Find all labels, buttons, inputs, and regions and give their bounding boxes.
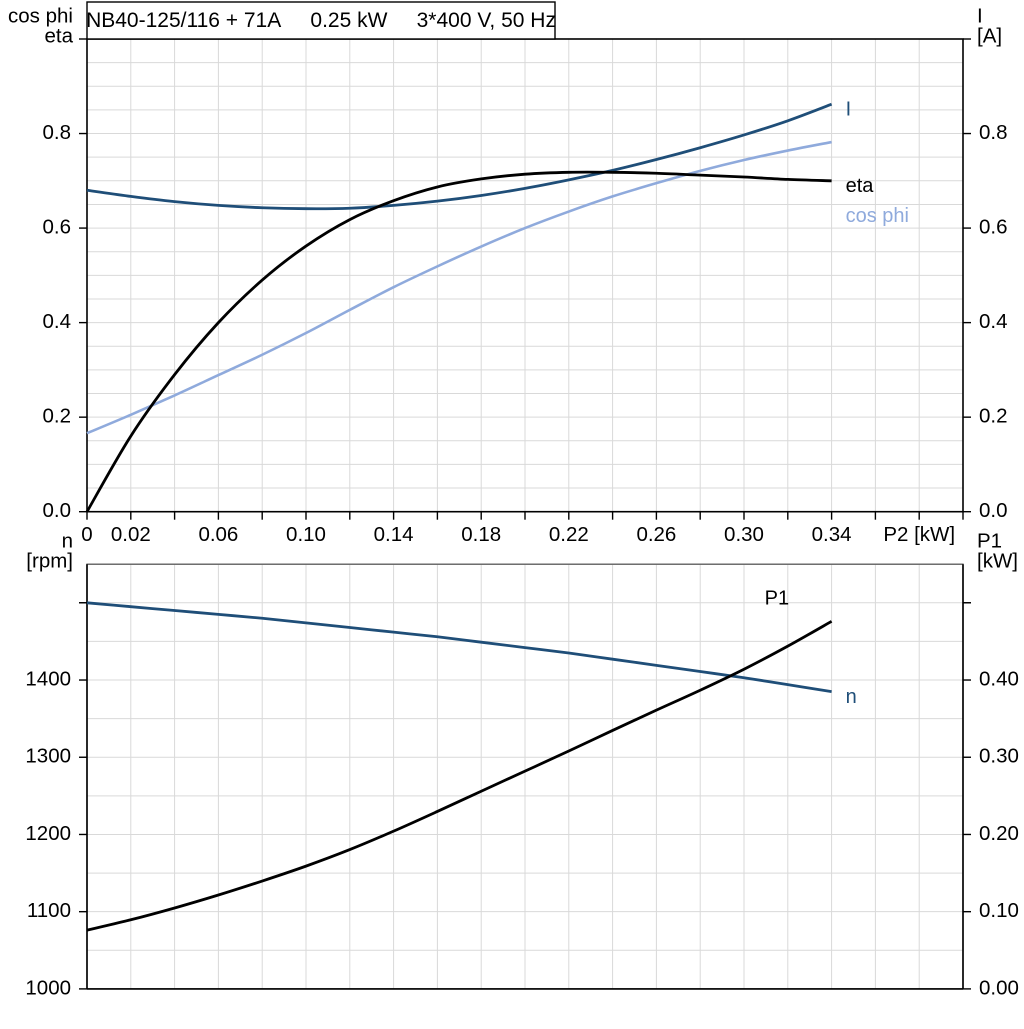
svg-text:0.4: 0.4 [979,310,1008,333]
svg-text:0.10: 0.10 [286,523,326,546]
svg-text:0.6: 0.6 [43,216,72,239]
svg-text:0.0: 0.0 [43,499,72,522]
svg-text:eta: eta [45,24,74,47]
svg-text:[rpm]: [rpm] [26,550,73,573]
svg-text:cos phi: cos phi [846,205,909,227]
svg-text:0.6: 0.6 [979,216,1008,239]
svg-text:0.2: 0.2 [43,405,72,428]
svg-text:0.34: 0.34 [812,523,852,546]
svg-text:0.26: 0.26 [636,523,676,546]
svg-text:P1: P1 [765,588,789,610]
svg-text:0.8: 0.8 [979,121,1008,144]
svg-text:1200: 1200 [25,822,71,845]
svg-text:0.00: 0.00 [979,976,1019,999]
svg-text:NB40-125/116 + 71A 0.25 kW: NB40-125/116 + 71A 0.25 kW 3*400 V, 50 H… [86,9,556,32]
svg-text:0.10: 0.10 [979,899,1019,922]
svg-text:0.8: 0.8 [43,121,72,144]
svg-text:1100: 1100 [27,899,71,922]
svg-text:0.40: 0.40 [979,667,1019,690]
svg-text:n: n [846,686,857,708]
svg-text:0.2: 0.2 [979,405,1008,428]
svg-text:P2 [kW]: P2 [kW] [883,523,955,546]
svg-text:0.22: 0.22 [549,523,589,546]
svg-text:I: I [846,99,852,121]
svg-text:0: 0 [81,523,92,546]
svg-text:0.20: 0.20 [979,822,1019,845]
svg-text:0.30: 0.30 [979,745,1019,768]
svg-text:[A]: [A] [977,24,1002,47]
svg-text:0.30: 0.30 [724,523,764,546]
svg-text:[kW]: [kW] [977,550,1018,573]
svg-text:1000: 1000 [25,976,71,999]
svg-text:0.0: 0.0 [979,499,1008,522]
svg-text:eta: eta [846,175,875,197]
svg-text:1400: 1400 [25,667,71,690]
svg-text:0.02: 0.02 [111,523,151,546]
svg-text:0.18: 0.18 [461,523,501,546]
svg-text:1300: 1300 [25,745,71,768]
svg-text:0.14: 0.14 [374,523,414,546]
svg-text:0.4: 0.4 [43,310,72,333]
svg-text:0.06: 0.06 [198,523,238,546]
